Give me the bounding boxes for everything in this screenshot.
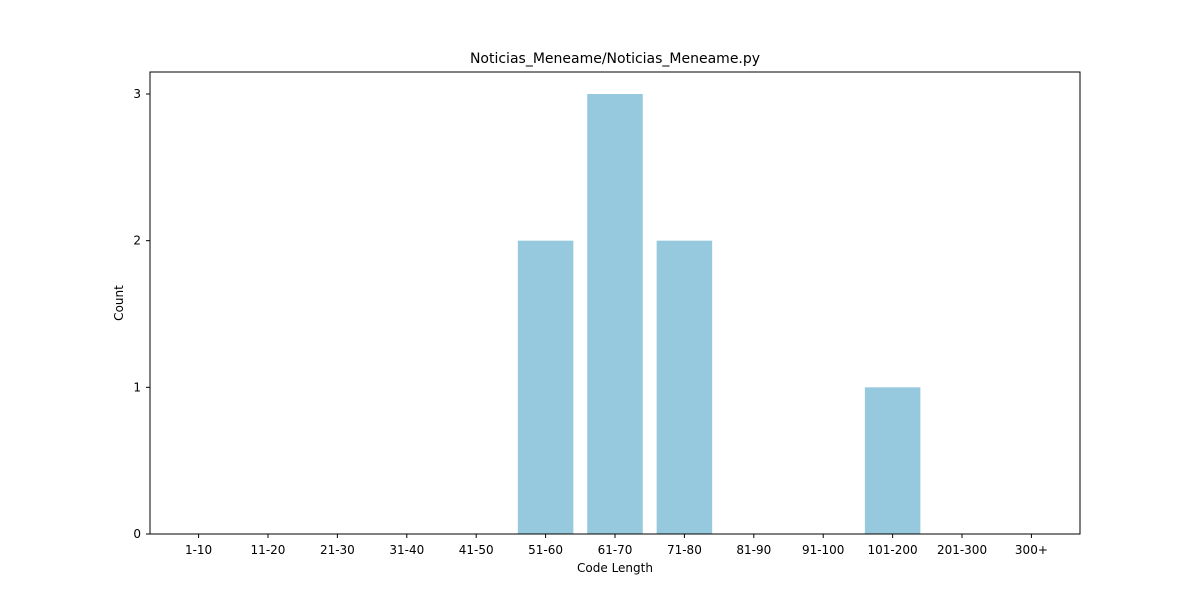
x-tick-label: 201-300 [937, 543, 987, 557]
x-tick-label: 41-50 [459, 543, 494, 557]
x-tick-label: 21-30 [320, 543, 355, 557]
x-tick-label: 91-100 [802, 543, 845, 557]
y-tick-label: 1 [133, 380, 141, 394]
x-tick-label: 300+ [1015, 543, 1048, 557]
y-tick-label: 0 [133, 527, 141, 541]
y-tick-label: 3 [133, 87, 141, 101]
bar-61-70 [587, 94, 643, 534]
bar-51-60 [517, 240, 574, 534]
y-axis: 0 1 2 3 [133, 87, 150, 541]
x-tick-label: 31-40 [389, 543, 424, 557]
x-tick-label: 81-90 [736, 543, 771, 557]
x-tick-label: 101-200 [868, 543, 918, 557]
x-tick-label: 11-20 [251, 543, 286, 557]
bars-group [517, 94, 921, 534]
chart-title: Noticias_Meneame/Noticias_Meneame.py [470, 51, 760, 67]
bar-101-200 [864, 387, 921, 534]
x-tick-label: 61-70 [598, 543, 633, 557]
x-axis: 1-10 11-20 21-30 31-40 41-50 51-60 61-70 71-80 8… [185, 534, 1048, 557]
y-tick-label: 2 [133, 234, 141, 248]
x-axis-label: Code Length [577, 561, 653, 575]
bar-71-80 [656, 240, 713, 534]
y-axis-label: Count [112, 285, 126, 321]
x-tick-label: 1-10 [185, 543, 212, 557]
x-tick-label: 71-80 [667, 543, 702, 557]
x-tick-label: 51-60 [528, 543, 563, 557]
